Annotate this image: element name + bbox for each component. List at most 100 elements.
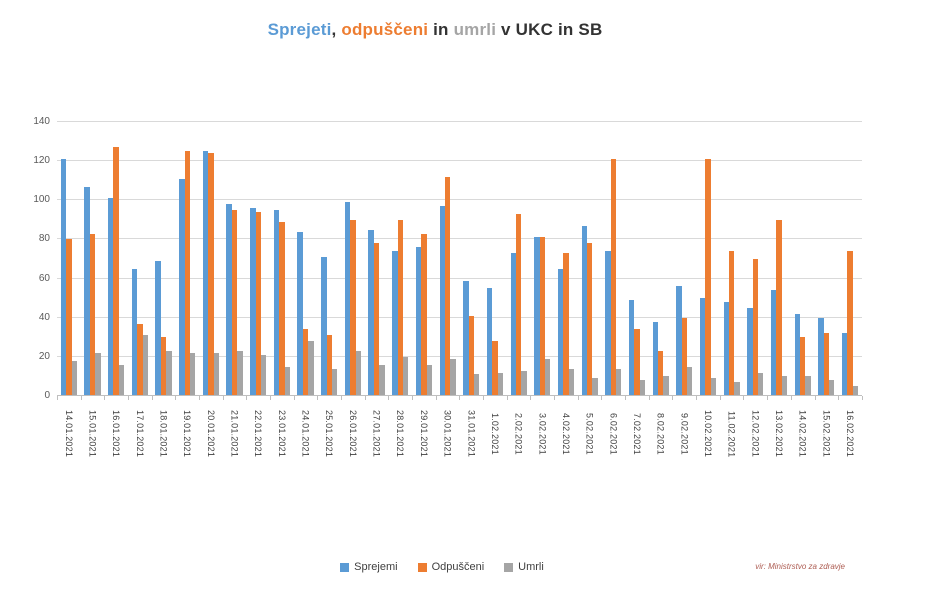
bar-group — [294, 122, 318, 396]
x-axis-tick — [744, 396, 769, 400]
y-axis-tick-label: 0 — [44, 390, 50, 401]
x-axis-label-cell: 15.01.2021 — [81, 401, 105, 467]
x-axis-tick — [247, 396, 272, 400]
x-axis-label-cell: 4.02.2021 — [554, 401, 578, 467]
bar-odpuščeni — [137, 323, 143, 396]
bar-group — [388, 122, 412, 396]
x-axis-tick-label: 3.02.2021 — [537, 413, 548, 455]
x-axis-tick-label: 16.02.2021 — [845, 410, 855, 458]
x-axis-tick-label: 12.02.2021 — [750, 410, 761, 458]
bar-odpuščeni — [66, 239, 72, 396]
bar-odpuščeni — [350, 219, 356, 396]
x-axis-label-cell: 31.01.2021 — [459, 401, 483, 467]
x-axis-tick — [413, 396, 437, 400]
x-axis-tick — [58, 396, 82, 400]
legend-swatch-icon — [340, 562, 350, 572]
bar-sprejemi — [273, 210, 280, 396]
legend-swatch-icon — [417, 562, 427, 572]
bar-umrli — [473, 374, 480, 396]
x-axis-tick — [342, 396, 366, 400]
bar-umrli — [829, 380, 835, 396]
plot-area — [57, 121, 862, 396]
title-part: v UKC in SB — [496, 20, 603, 39]
legend-label: Umrli — [518, 561, 544, 573]
bar-odpuščeni — [847, 251, 853, 396]
bar-odpuščeni — [799, 337, 806, 396]
bar-odpuščeni — [89, 233, 96, 396]
bar-sprejemi — [841, 333, 848, 396]
x-axis-tick — [650, 396, 674, 400]
bar-sprejemi — [155, 260, 161, 396]
bar-group — [199, 122, 223, 396]
bar-sprejemi — [84, 186, 90, 396]
bar-sprejemi — [581, 225, 587, 396]
x-axis-tick — [816, 396, 840, 400]
x-axis-tick — [484, 396, 508, 400]
bar-group — [459, 122, 483, 396]
x-axis-tick — [129, 396, 153, 400]
x-axis-label-cell: 28.01.2021 — [388, 401, 412, 467]
bar-odpuščeni — [657, 351, 664, 396]
x-axis-label-cell: 3.02.2021 — [530, 401, 554, 467]
bar-umrli — [781, 376, 788, 396]
x-axis-tick — [531, 396, 556, 400]
bar-sprejemi — [510, 253, 516, 396]
bar-umrli — [308, 341, 314, 396]
legend-item: Sprejemi — [340, 561, 398, 573]
x-axis-label-cell: 9.02.2021 — [672, 401, 696, 467]
chart-title: Sprejeti, odpuščeni in umrli v UKC in SB — [0, 20, 870, 40]
y-axis-tick-label: 40 — [38, 311, 50, 323]
bar-odpuščeni — [563, 253, 569, 396]
bar-odpuščeni — [468, 315, 474, 396]
x-axis-tick — [721, 396, 745, 400]
bar-odpuščeni — [705, 159, 711, 396]
bar-umrli — [639, 380, 646, 396]
bar-sprejemi — [415, 247, 422, 396]
bar-odpuščeni — [444, 176, 451, 396]
x-axis-tick-label: 20.01.2021 — [205, 410, 216, 458]
x-axis-tick — [153, 396, 177, 400]
gridline — [57, 355, 862, 357]
bar-umrli — [615, 368, 622, 396]
x-axis-label-cell: 15.02.2021 — [815, 401, 839, 467]
x-axis-tick — [105, 396, 130, 400]
bar-sprejemi — [557, 268, 564, 396]
bar-odpuščeni — [610, 159, 616, 396]
bar-sprejemi — [60, 159, 67, 396]
bar-group — [815, 122, 839, 396]
x-axis-label-cell: 6.02.2021 — [601, 401, 625, 467]
x-axis-label-cell: 16.01.2021 — [104, 401, 128, 467]
bar-odpuščeni — [823, 333, 830, 396]
x-axis-label-cell: 29.01.2021 — [412, 401, 436, 467]
x-axis-tick — [295, 396, 319, 400]
x-axis-tick-label: 25.01.2021 — [324, 410, 335, 458]
x-axis-tick-label: 26.01.2021 — [347, 410, 358, 458]
gridline — [57, 277, 862, 279]
bar-group — [128, 122, 152, 396]
x-axis-tick-label: 17.01.2021 — [134, 410, 145, 458]
x-axis-label-cell: 7.02.2021 — [625, 401, 649, 467]
bar-sprejemi — [250, 208, 256, 396]
x-axis-tick-label: 13.02.2021 — [773, 410, 784, 458]
gridline — [57, 238, 862, 240]
bar-sprejemi — [392, 251, 398, 396]
bar-sprejemi — [344, 202, 351, 396]
bar-umrli — [331, 368, 338, 396]
y-axis-tick-label: 140 — [33, 116, 50, 127]
x-axis-tick — [579, 396, 603, 400]
gridline — [57, 199, 862, 201]
bar-odpuščeni — [752, 259, 759, 396]
bar-group — [81, 122, 105, 396]
y-axis-tick-label: 60 — [38, 272, 50, 284]
bar-group — [104, 122, 128, 396]
bar-odpuščeni — [231, 210, 238, 396]
x-axis-tick — [82, 396, 106, 400]
legend-item: Odpuščeni — [417, 561, 484, 573]
bar-sprejemi — [676, 286, 682, 396]
bar-odpuščeni — [113, 147, 119, 396]
legend-label: Sprejemi — [354, 561, 398, 573]
bar-odpuščeni — [492, 341, 498, 396]
x-axis-tick-label: 14.01.2021 — [63, 410, 74, 458]
x-axis-tick — [318, 396, 343, 400]
